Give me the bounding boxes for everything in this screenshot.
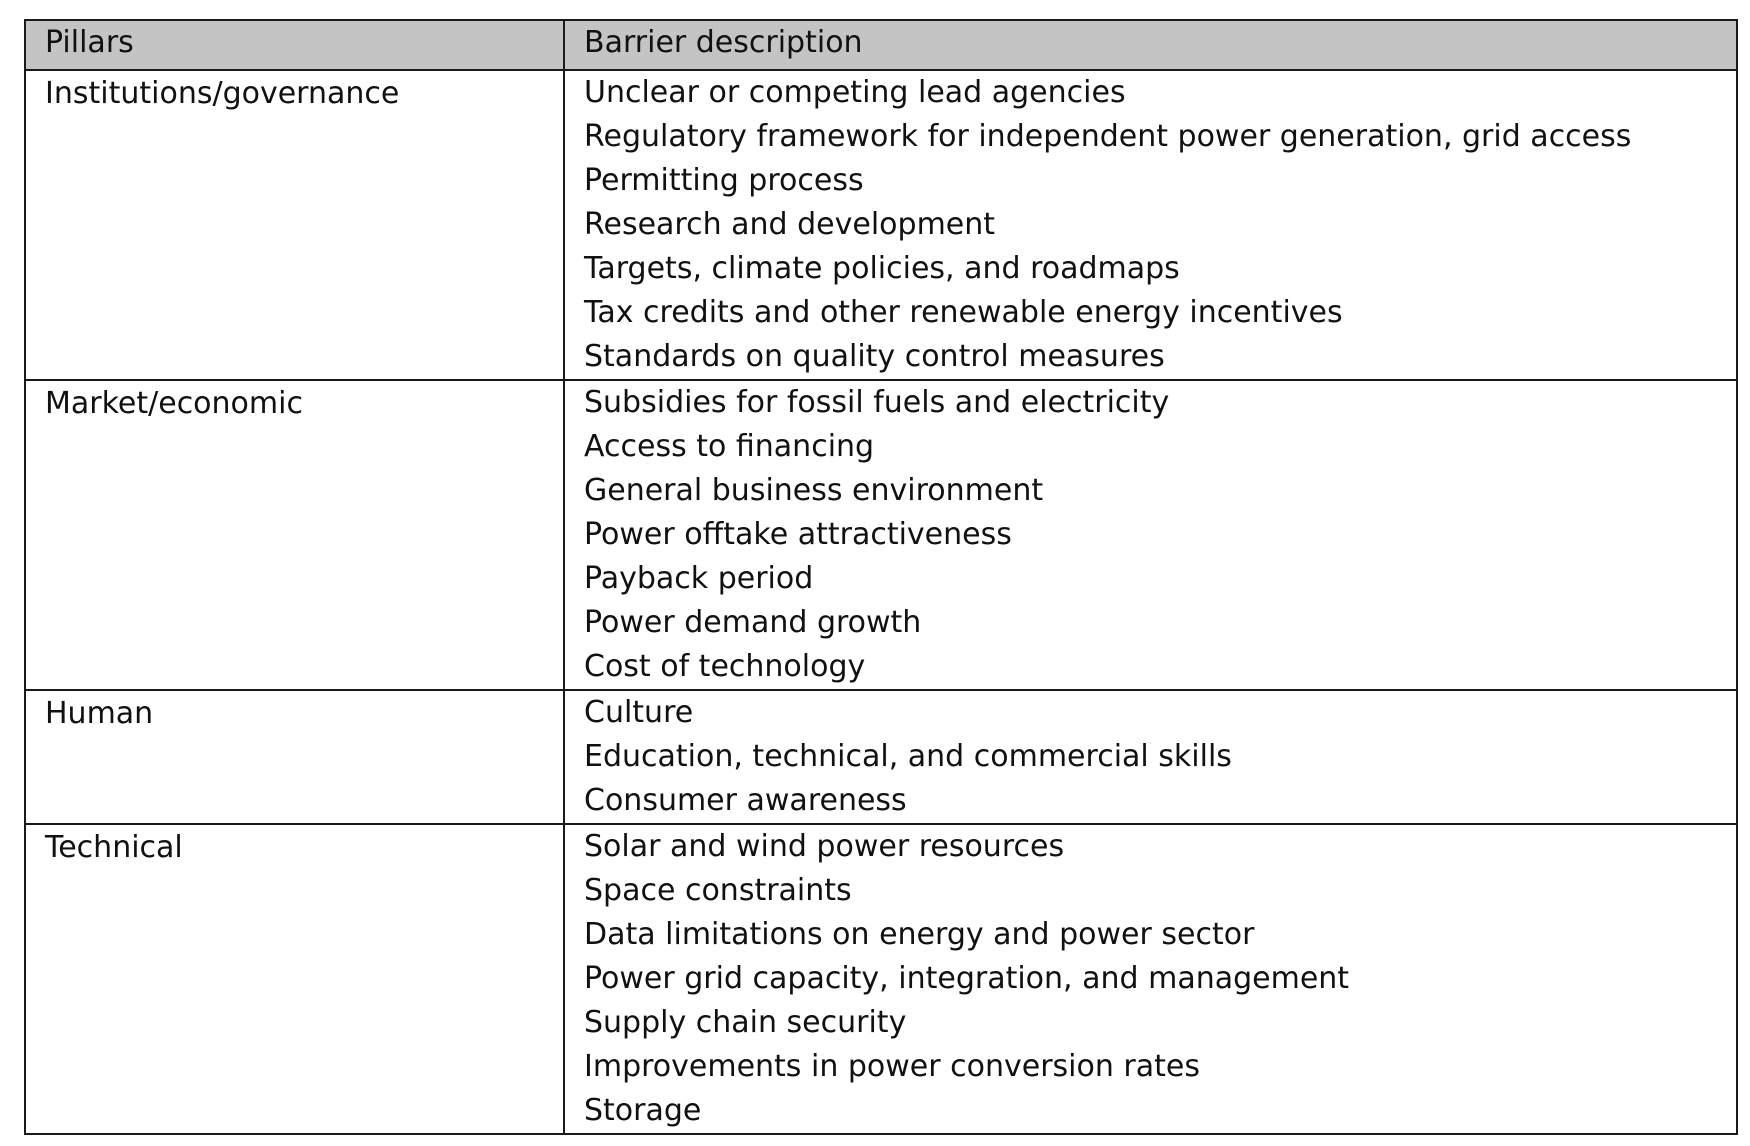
barrier-item: Solar and wind power resources — [584, 829, 1065, 864]
header-pillars: Pillars — [24, 19, 565, 71]
barrier-item: Education, technical, and commercial ski… — [584, 739, 1232, 774]
barrier-item: Supply chain security — [584, 1005, 907, 1040]
barrier-description-cell: Solar and wind power resources Space cons… — [563, 823, 1738, 1135]
barrier-item: Power demand growth — [584, 605, 922, 640]
table-row: Institutions/governance Unclear or compet… — [24, 69, 1738, 381]
barrier-item: Space constraints — [584, 873, 852, 908]
barrier-item: Cost of technology — [584, 649, 866, 684]
barrier-item: Subsidies for fossil fuels and electrici… — [584, 385, 1170, 420]
barrier-item: Unclear or competing lead agencies — [584, 75, 1126, 110]
barrier-item: Power grid capacity, integration, and ma… — [584, 961, 1350, 996]
barrier-item: Permitting process — [584, 163, 864, 198]
barrier-description-cell: Unclear or competing lead agencies Regula… — [563, 69, 1738, 381]
pillar-cell: Technical — [24, 823, 565, 1135]
barrier-item: Standards on quality control measures — [584, 339, 1165, 374]
barrier-description-cell: Culture Education, technical, and commerc… — [563, 689, 1738, 825]
header-row: Pillars Barrier description — [24, 19, 1738, 71]
table-row: Technical Solar and wind power resources S… — [24, 823, 1738, 1135]
pillar-cell: Human — [24, 689, 565, 825]
barrier-item: Access to financing — [584, 429, 875, 464]
pillar-cell: Market/economic — [24, 379, 565, 691]
barrier-item: Culture — [584, 695, 694, 730]
header-barrier-description: Barrier description — [563, 19, 1738, 71]
barrier-item: Improvements in power conversion rates — [584, 1049, 1200, 1084]
barrier-item: Regulatory framework for independent pow… — [584, 119, 1632, 154]
barrier-item: Payback period — [584, 561, 814, 596]
barrier-item: Tax credits and other renewable energy i… — [584, 295, 1343, 330]
table-row: Human Culture Education, technical, and co… — [24, 689, 1738, 825]
table-header: Pillars Barrier description — [24, 19, 1738, 71]
barrier-item: Storage — [584, 1093, 702, 1128]
barrier-description-cell: Subsidies for fossil fuels and electrici… — [563, 379, 1738, 691]
barrier-item: Power offtake attractiveness — [584, 517, 1012, 552]
table-body: Institutions/governance Unclear or compet… — [24, 69, 1738, 1135]
barrier-item: Targets, climate policies, and roadmaps — [584, 251, 1180, 286]
barrier-item: Data limitations on energy and power sec… — [584, 917, 1255, 952]
barrier-item: Research and development — [584, 207, 996, 242]
barrier-item: General business environment — [584, 473, 1044, 508]
pillar-cell: Institutions/governance — [24, 69, 565, 381]
table-row: Market/economic Subsidies for fossil fuel… — [24, 379, 1738, 691]
barriers-table: Pillars Barrier description Institutions… — [24, 19, 1738, 1135]
barrier-item: Consumer awareness — [584, 783, 907, 818]
